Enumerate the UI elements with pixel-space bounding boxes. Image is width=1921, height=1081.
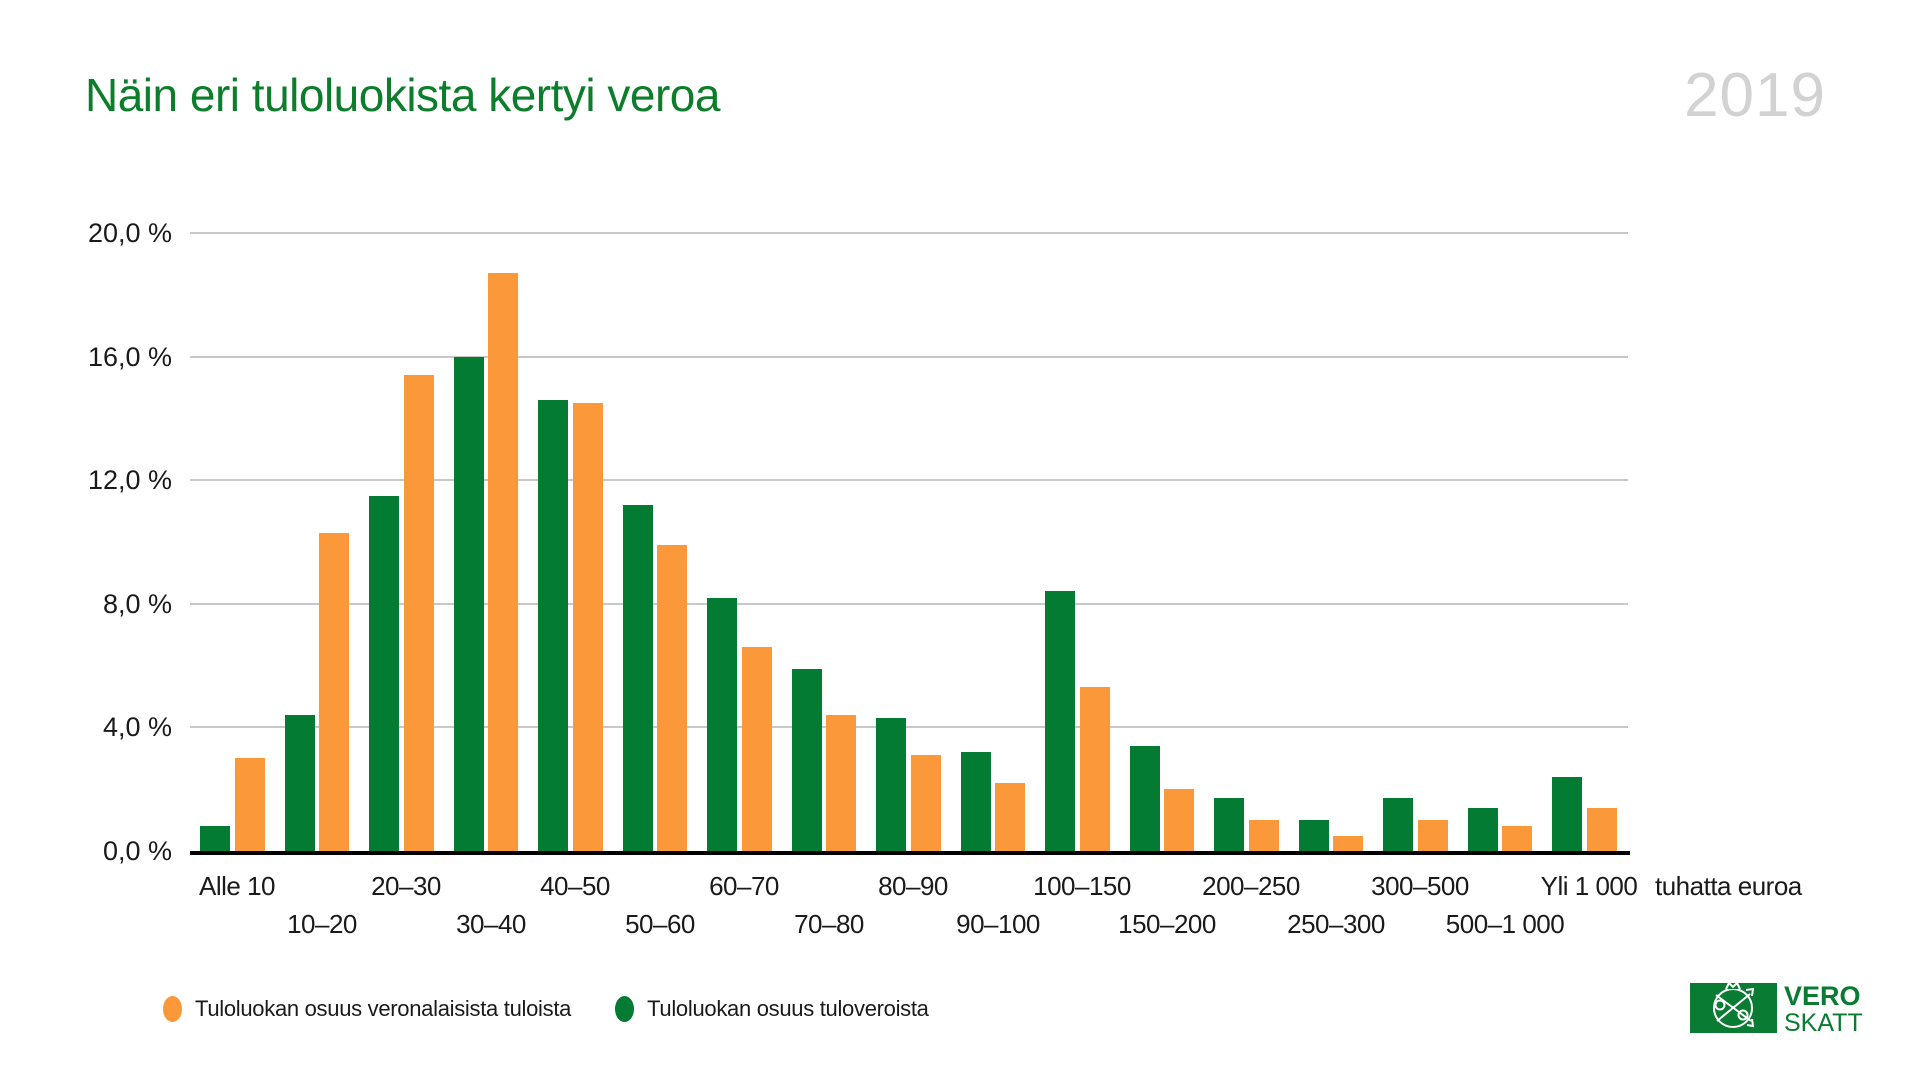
x-axis-label-300–500: 300–500 (1371, 871, 1469, 901)
legend-marker-green-icon (615, 996, 635, 1022)
bar-tuloverot-50–60 (623, 505, 653, 851)
x-axis-label-500–1 000: 500–1 000 (1445, 909, 1565, 939)
legend-label: Tuloluokan osuus tuloveroista (647, 996, 929, 1021)
bar-tuloverot-90–100 (961, 752, 991, 851)
gridline-16 (190, 355, 1628, 358)
bar-tuloverot-70–80 (792, 669, 822, 851)
legend-item-veronalaiset-tulot: Tuloluokan osuus veronalaisista tuloista (163, 996, 571, 1022)
bar-tuloverot-40–50 (538, 400, 568, 851)
bar-veronalaiset-tulot-Alle 10 (235, 758, 265, 851)
bar-veronalaiset-tulot-150–200 (1164, 789, 1194, 851)
gridline-12 (190, 479, 1628, 482)
gridline-8 (190, 602, 1628, 605)
y-axis-tick-label: 8,0 % (102, 588, 172, 619)
logo-text-vero: VERO (1784, 981, 1861, 1011)
bar-tuloverot-60–70 (707, 598, 737, 851)
x-axis-label-Alle 10: Alle 10 (199, 871, 276, 901)
y-axis-tick-label: 16,0 % (87, 341, 172, 372)
bar-tuloverot-200–250 (1214, 798, 1244, 851)
legend-item-tuloverot: Tuloluokan osuus tuloveroista (615, 996, 929, 1022)
x-axis-label-150–200: 150–200 (1118, 909, 1216, 939)
bar-veronalaiset-tulot-60–70 (742, 647, 772, 851)
bar-veronalaiset-tulot-200–250 (1249, 820, 1279, 851)
vero-emblem-icon (1713, 981, 1755, 1028)
x-axis-label-70–80: 70–80 (794, 909, 864, 939)
bar-veronalaiset-tulot-80–90 (911, 755, 941, 851)
x-axis-unit-label: tuhatta euroa (1655, 871, 1802, 901)
bar-veronalaiset-tulot-10–20 (319, 533, 349, 851)
x-axis-label-200–250: 200–250 (1202, 871, 1300, 901)
bar-tuloverot-300–500 (1383, 798, 1413, 851)
bar-veronalaiset-tulot-70–80 (826, 715, 856, 851)
y-axis-tick-label: 12,0 % (87, 465, 172, 496)
bar-tuloverot-30–40 (454, 357, 484, 851)
x-axis-label-50–60: 50–60 (625, 909, 695, 939)
chart-legend: Tuloluokan osuus veronalaisista tuloista… (163, 996, 973, 1022)
year-label: 2019 (1684, 61, 1826, 130)
gridline-20 (190, 232, 1628, 234)
x-axis-line (190, 851, 1630, 855)
gridline-4 (190, 726, 1628, 729)
bar-veronalaiset-tulot-90–100 (995, 783, 1025, 851)
x-axis-label-90–100: 90–100 (956, 909, 1040, 939)
bar-tuloverot-20–30 (369, 496, 399, 851)
logo-text-skatt: SKATT (1784, 1009, 1863, 1037)
x-axis-label-80–90: 80–90 (878, 871, 948, 901)
bar-tuloverot-80–90 (876, 718, 906, 851)
legend-label: Tuloluokan osuus veronalaisista tuloista (195, 996, 572, 1021)
bar-veronalaiset-tulot-20–30 (404, 375, 434, 851)
bar-veronalaiset-tulot-500–1 000 (1502, 826, 1532, 851)
bar-tuloverot-100–150 (1045, 591, 1075, 851)
x-axis-label-Yli 1 000: Yli 1 000 (1540, 871, 1638, 901)
bar-tuloverot-Alle 10 (200, 826, 230, 851)
bar-veronalaiset-tulot-30–40 (488, 273, 518, 851)
bar-tuloverot-150–200 (1130, 746, 1160, 851)
vero-skatt-logo: VERO SKATT (1690, 981, 1863, 1037)
chart-title: Näin eri tuloluokista kertyi veroa (85, 69, 720, 121)
y-axis-tick-label: 4,0 % (102, 712, 172, 743)
x-axis-label-60–70: 60–70 (709, 871, 779, 901)
bar-veronalaiset-tulot-Yli 1 000 (1587, 808, 1617, 851)
bar-veronalaiset-tulot-50–60 (657, 545, 687, 851)
bar-veronalaiset-tulot-100–150 (1080, 687, 1110, 851)
x-axis-label-40–50: 40–50 (540, 871, 610, 901)
bar-tuloverot-500–1 000 (1468, 808, 1498, 851)
bar-tuloverot-Yli 1 000 (1552, 777, 1582, 851)
bar-tuloverot-250–300 (1299, 820, 1329, 851)
bar-veronalaiset-tulot-40–50 (573, 403, 603, 851)
y-axis-tick-label: 0,0 % (102, 836, 172, 866)
x-axis-label-100–150: 100–150 (1033, 871, 1131, 901)
x-axis-label-10–20: 10–20 (287, 909, 357, 939)
bar-tuloverot-10–20 (285, 715, 315, 851)
legend-marker-orange-icon (163, 996, 182, 1022)
bar-veronalaiset-tulot-300–500 (1418, 820, 1448, 851)
bar-veronalaiset-tulot-250–300 (1333, 836, 1363, 851)
x-axis-label-20–30: 20–30 (371, 871, 441, 901)
x-axis-label-30–40: 30–40 (456, 909, 526, 939)
x-axis-label-250–300: 250–300 (1287, 909, 1385, 939)
y-axis-tick-label: 20,0 % (87, 218, 172, 248)
